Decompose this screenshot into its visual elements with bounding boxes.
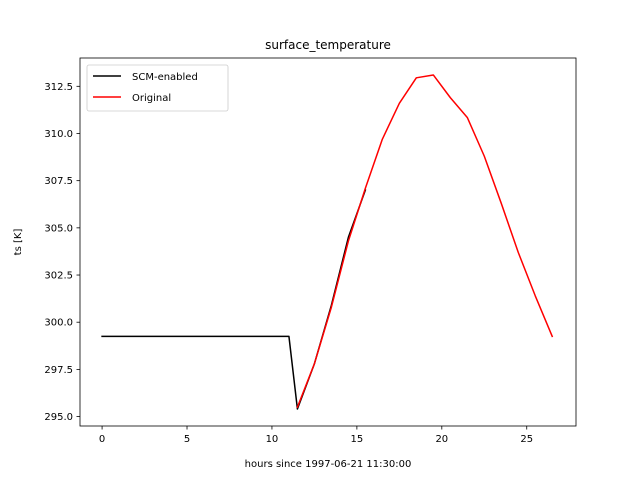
series-line-original bbox=[296, 74, 554, 409]
plot-area bbox=[80, 58, 576, 426]
x-tick-label: 10 bbox=[266, 434, 279, 445]
series-layer bbox=[101, 74, 554, 410]
x-tick-label: 0 bbox=[99, 434, 105, 445]
x-tick-label: 25 bbox=[520, 434, 533, 445]
y-axis-label: ts [K] bbox=[13, 229, 24, 256]
x-tick-label: 15 bbox=[351, 434, 364, 445]
x-ticks: 0 5 10 15 20 25 bbox=[99, 426, 533, 445]
y-tick-label: 300.0 bbox=[44, 318, 73, 329]
plot-frame bbox=[79, 57, 577, 427]
y-ticks: 295.0 297.5 300.0 302.5 305.0 307.5 310.0 312.5 bbox=[44, 82, 80, 423]
legend-box bbox=[86, 64, 229, 112]
chart-title: surface_temperature bbox=[265, 38, 391, 52]
y-tick-label: 310.0 bbox=[44, 129, 73, 140]
y-tick-label: 297.5 bbox=[44, 365, 73, 376]
legend-label-scm-enabled: SCM-enabled bbox=[132, 72, 198, 83]
x-tick-label: 20 bbox=[435, 434, 448, 445]
x-tick-label: 5 bbox=[184, 434, 190, 445]
y-tick-label: 295.0 bbox=[44, 412, 73, 423]
y-tick-label: 305.0 bbox=[44, 223, 73, 234]
y-tick-label: 302.5 bbox=[44, 271, 73, 282]
y-tick-label: 307.5 bbox=[44, 176, 73, 187]
legend-label-original: Original bbox=[132, 93, 171, 104]
y-tick-label: 312.5 bbox=[44, 82, 73, 93]
legend: SCM-enabled Original bbox=[86, 64, 229, 112]
axes-layer bbox=[79, 57, 577, 427]
x-axis-label: hours since 1997-06-21 11:30:00 bbox=[245, 459, 412, 470]
